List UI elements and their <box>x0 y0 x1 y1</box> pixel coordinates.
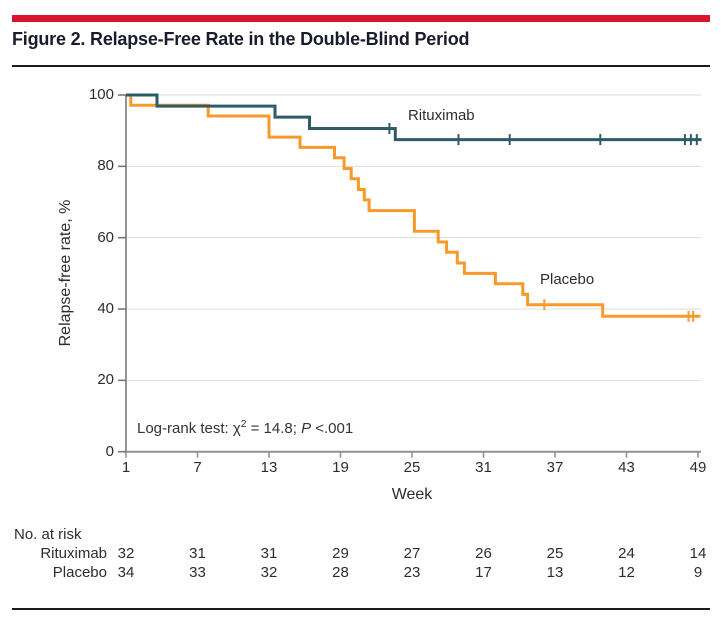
x-tick-label-1: 1 <box>121 459 131 476</box>
series-label-placebo: Placebo <box>539 270 595 288</box>
accent-bar <box>12 15 710 22</box>
x-tick-label-43: 43 <box>618 459 635 476</box>
bottom-divider <box>12 608 710 610</box>
risk-value-placebo-week-31: 17 <box>475 564 492 581</box>
risk-row-label-rituximab: Rituximab <box>40 545 107 562</box>
x-tick-label-37: 37 <box>546 459 564 476</box>
km-curve-rituximab <box>126 93 702 142</box>
y-tick-label-80: 80 <box>97 157 114 175</box>
series-label-rituximab: Rituximab <box>407 107 475 125</box>
x-tick-label-19: 19 <box>332 459 349 476</box>
risk-value-placebo-week-19: 28 <box>332 564 349 581</box>
figure-title: Figure 2. Relapse-Free Rate in the Doubl… <box>12 29 470 49</box>
annotation-text-mid: = 14.8; <box>246 420 302 437</box>
annotation-text-before: Log-rank test: χ <box>137 420 241 437</box>
risk-value-rituximab-week-31: 26 <box>475 545 492 562</box>
risk-value-placebo-week-1: 34 <box>117 564 135 581</box>
risk-value-rituximab-week-13: 31 <box>260 545 278 562</box>
risk-value-placebo-week-13: 32 <box>260 564 278 581</box>
risk-table-heading: No. at risk <box>14 526 82 543</box>
y-axis-title: Relapse-free rate, % <box>57 199 74 347</box>
risk-value-placebo-week-49: 9 <box>693 564 703 581</box>
risk-value-placebo-week-25: 23 <box>403 564 421 581</box>
y-tick-label-40: 40 <box>97 300 114 318</box>
x-tick-label-25: 25 <box>403 459 421 476</box>
x-tick-label-7: 7 <box>193 459 202 476</box>
annotation-text-after: <.001 <box>311 420 354 437</box>
risk-value-placebo-week-37: 13 <box>546 564 564 581</box>
x-tick-label-31: 31 <box>475 459 492 476</box>
y-tick-label-0: 0 <box>105 442 114 460</box>
risk-value-rituximab-week-25: 27 <box>403 545 421 562</box>
y-tick-label-60: 60 <box>97 228 114 246</box>
y-tick-label-20: 20 <box>97 371 114 389</box>
x-axis-title: Week <box>391 486 433 503</box>
risk-value-rituximab-week-37: 25 <box>546 545 564 562</box>
x-tick-label-49: 49 <box>689 459 707 476</box>
x-tick-label-13: 13 <box>260 459 278 476</box>
title-divider <box>12 65 710 67</box>
y-tick-label-100: 100 <box>88 86 114 103</box>
annotation-p-symbol: P <box>301 420 312 437</box>
risk-value-rituximab-week-1: 32 <box>117 545 135 562</box>
logrank-annotation: Log-rank test: χ2 = 14.8; P <.001 <box>137 419 354 437</box>
risk-value-rituximab-week-43: 24 <box>618 545 635 562</box>
risk-row-label-placebo: Placebo <box>52 564 107 581</box>
risk-value-rituximab-week-49: 14 <box>689 545 707 562</box>
risk-value-rituximab-week-19: 29 <box>332 545 349 562</box>
risk-value-rituximab-week-7: 31 <box>189 545 206 562</box>
annotation-chi-exponent: 2 <box>240 419 247 430</box>
km-curve-placebo <box>126 93 701 318</box>
risk-value-placebo-week-7: 33 <box>189 564 206 581</box>
risk-value-placebo-week-43: 12 <box>618 564 635 581</box>
